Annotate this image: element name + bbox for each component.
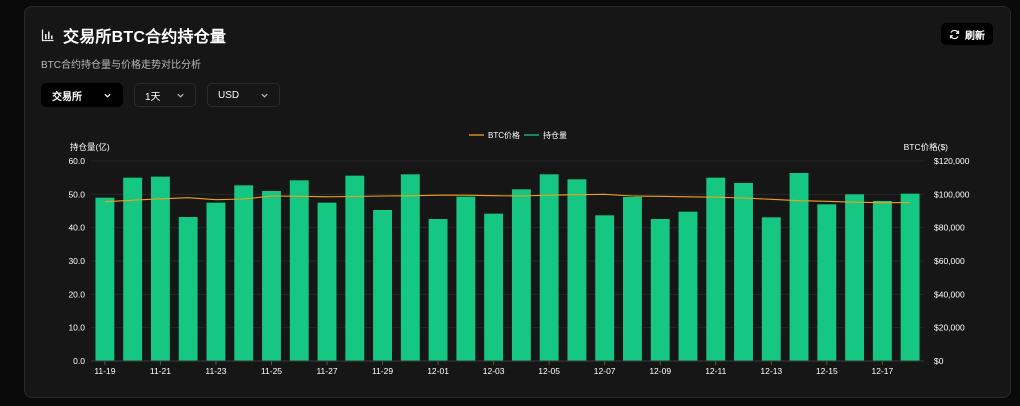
oi-bar: [678, 211, 698, 361]
oi-bar: [484, 213, 504, 361]
left-axis-tick-label: 10.0: [68, 323, 85, 333]
exchange-select[interactable]: 交易所: [41, 83, 123, 107]
x-axis-tick-label: 12-05: [538, 366, 560, 376]
oi-bar: [428, 219, 448, 361]
oi-bar: [262, 191, 281, 361]
x-axis-tick-label: 11-29: [372, 366, 393, 376]
chevron-down-icon: [261, 93, 268, 98]
oi-bar: [345, 175, 365, 361]
oi-bar: [789, 173, 809, 361]
x-axis-tick-label: 11-23: [205, 366, 226, 376]
currency-select[interactable]: USD: [207, 83, 280, 107]
x-axis-tick-label: 12-07: [594, 366, 616, 376]
x-axis-tick-label: 11-25: [261, 366, 282, 376]
x-axis-tick-label: 11-21: [150, 366, 171, 376]
oi-bar: [456, 196, 476, 361]
oi-bar: [234, 185, 254, 361]
oi-bar: [206, 202, 226, 361]
oi-bar: [706, 177, 726, 361]
exchange-select-value: 交易所: [52, 91, 82, 103]
right-axis-tick-label: $0: [934, 356, 944, 366]
right-axis-title: BTC价格($): [904, 142, 949, 152]
x-axis-tick-label: 11-27: [316, 366, 337, 376]
oi-bar: [845, 194, 865, 361]
period-select[interactable]: 1天: [134, 83, 196, 107]
filter-bar: 交易所 1天 USD: [41, 83, 280, 107]
oi-bar: [289, 180, 309, 361]
legend-price-label: BTC价格: [488, 130, 520, 140]
x-axis-tick-label: 12-15: [816, 366, 838, 376]
right-axis-tick-label: $60,000: [934, 256, 965, 266]
page-subtitle: BTC合约持仓量与价格走势对比分析: [41, 60, 201, 71]
x-axis-tick-label: 12-17: [871, 366, 893, 376]
left-axis-title: 持仓量(亿): [70, 142, 110, 152]
bar-chart-icon: [41, 28, 55, 42]
refresh-icon: [949, 29, 960, 39]
title-row: 交易所BTC合约持仓量: [41, 23, 226, 47]
oi-bar: [817, 204, 837, 361]
left-axis-tick-label: 30.0: [68, 256, 85, 266]
chevron-down-icon: [177, 93, 184, 98]
x-axis-tick-label: 12-03: [483, 366, 505, 376]
left-axis-tick-label: 20.0: [68, 289, 85, 299]
left-axis-tick-label: 50.0: [68, 189, 85, 199]
right-axis-tick-label: $40,000: [934, 289, 965, 299]
oi-bar: [900, 193, 920, 361]
oi-price-chart: 0.0 10.0 20.0 30.0 40.0 50.0 60.0 $0 $20,000 $40,…: [68, 130, 970, 376]
refresh-button[interactable]: 刷新: [941, 23, 993, 45]
legend-oi-label: 持仓量: [543, 130, 567, 140]
oi-bar: [400, 174, 420, 361]
chevron-down-icon: [104, 93, 111, 98]
oi-bar: [734, 183, 753, 361]
left-axis-tick-label: 40.0: [68, 223, 85, 233]
oi-bar: [650, 219, 670, 361]
oi-bar: [872, 201, 892, 361]
oi-bar: [539, 174, 559, 361]
x-axis-tick-label: 12-11: [705, 366, 726, 376]
oi-bar: [567, 179, 587, 361]
right-axis-tick-label: $120,000: [934, 156, 970, 166]
x-axis-tick-label: 12-01: [427, 366, 449, 376]
oi-bar: [511, 189, 531, 361]
right-axis-tick-label: $80,000: [934, 223, 965, 233]
oi-bar: [317, 202, 337, 361]
right-axis-tick-label: $100,000: [934, 189, 970, 199]
oi-bar: [95, 197, 115, 361]
x-axis-tick-label: 12-09: [649, 366, 671, 376]
left-axis-tick-label: 60.0: [68, 156, 85, 166]
currency-select-value: USD: [218, 89, 240, 101]
oi-bar: [623, 197, 642, 361]
oi-bar: [123, 177, 143, 361]
x-axis-tick-label: 12-13: [760, 366, 782, 376]
oi-bar: [373, 210, 392, 361]
oi-bar: [150, 176, 170, 361]
left-axis-tick-label: 0.0: [73, 356, 85, 366]
chart-card: 交易所BTC合约持仓量 BTC合约持仓量与价格走势对比分析 刷新 交易所 1天 …: [24, 6, 1011, 398]
oi-bar: [761, 217, 781, 361]
btc-price-line: [104, 193, 911, 204]
right-axis-tick-label: $20,000: [934, 323, 965, 333]
period-select-value: 1天: [145, 91, 161, 103]
refresh-label: 刷新: [965, 30, 985, 42]
oi-bar: [595, 215, 615, 361]
oi-bar: [178, 217, 198, 361]
x-axis-tick-label: 11-19: [94, 366, 115, 376]
page-title: 交易所BTC合约持仓量: [63, 29, 227, 46]
